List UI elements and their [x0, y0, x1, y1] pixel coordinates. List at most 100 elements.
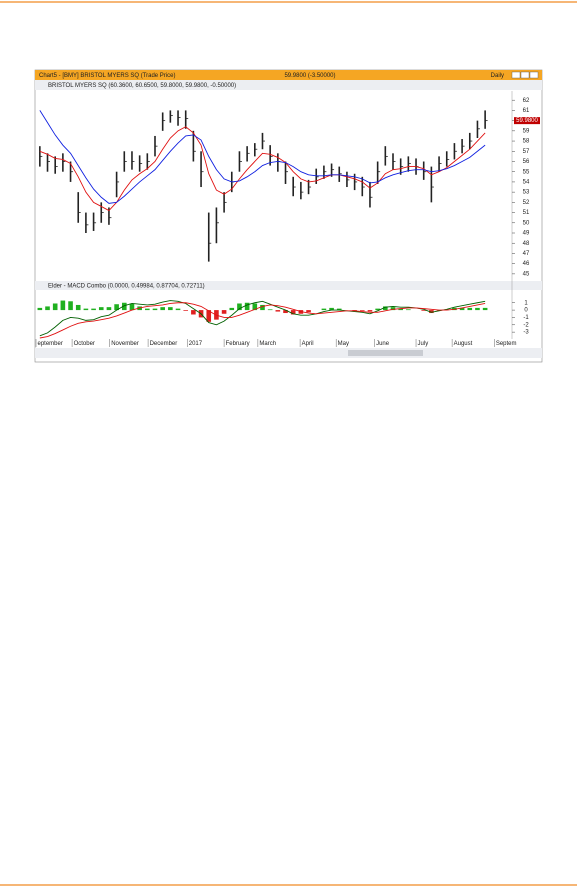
price-header — [35, 80, 542, 90]
histogram-bar — [114, 304, 119, 311]
histogram-bar — [406, 309, 411, 311]
x-tick-label: August — [454, 341, 473, 347]
price-panel-title: BRISTOL MYERS SQ (60.3600, 60.6500, 59.8… — [48, 83, 236, 89]
histogram-bar — [267, 309, 273, 311]
histogram-bar — [429, 310, 434, 314]
y-tick-label: 48 — [523, 241, 530, 247]
y-tick-label: 1 — [524, 300, 528, 306]
histogram-bar — [283, 310, 288, 314]
histogram-bar — [290, 310, 296, 315]
histogram-bar — [260, 304, 265, 311]
histogram-bar — [398, 308, 403, 311]
y-tick-label: 0 — [524, 308, 528, 314]
x-tick-label: February — [226, 341, 250, 347]
x-tick-label: October — [74, 341, 95, 347]
histogram-bar — [37, 307, 43, 311]
y-tick-label: 56 — [523, 159, 530, 165]
x-tick-label: July — [418, 341, 429, 347]
histogram-bar — [275, 310, 281, 312]
x-tick-label: June — [376, 341, 390, 347]
y-tick-label: 61 — [523, 108, 530, 114]
histogram-bar — [375, 308, 380, 311]
y-tick-label: 45 — [523, 271, 530, 277]
last-price-box — [514, 117, 540, 125]
histogram-bar — [75, 304, 81, 311]
y-tick-label: 55 — [523, 169, 530, 175]
minimize-button[interactable] — [511, 71, 521, 79]
histogram-bar — [359, 310, 365, 311]
histogram-bar — [221, 310, 227, 314]
close-button[interactable] — [529, 71, 539, 79]
line — [39, 110, 486, 204]
histogram-bar — [329, 307, 334, 311]
histogram-bar — [191, 310, 196, 315]
histogram-bar — [52, 303, 58, 311]
x-tick-label: eptember — [38, 341, 63, 347]
histogram-bar — [183, 310, 189, 311]
histogram-bar — [421, 310, 427, 311]
y-tick-label: 58 — [523, 139, 530, 145]
y-tick-label: 52 — [523, 200, 530, 206]
histogram-bar — [98, 307, 104, 311]
histogram-bar — [206, 310, 212, 322]
y-tick-label: 50 — [523, 220, 530, 226]
window-price: 59.9800 (-3.50000) — [284, 73, 335, 79]
title-bar — [35, 70, 542, 80]
histogram-bar — [168, 307, 173, 311]
x-tick-label: March — [259, 341, 276, 347]
histogram-bar — [60, 300, 66, 311]
y-tick-label: 62 — [523, 98, 530, 104]
y-tick-label: 46 — [523, 261, 530, 267]
y-tick-label: 57 — [523, 149, 530, 155]
histogram-bar — [390, 307, 396, 311]
histogram-bar — [129, 303, 135, 311]
histogram-bar — [237, 303, 242, 311]
histogram-bar — [160, 307, 165, 311]
histogram-bar — [175, 308, 181, 311]
histogram-bar — [383, 306, 388, 311]
histogram-bar — [152, 308, 158, 311]
y-tick-label: 47 — [523, 251, 530, 257]
histogram-bar — [244, 302, 250, 311]
y-tick-label: 54 — [523, 180, 530, 186]
y-tick-label: -1 — [523, 315, 529, 321]
histogram-bar — [229, 307, 235, 311]
histogram-bar — [68, 301, 73, 311]
histogram-bar — [321, 308, 327, 311]
y-tick-label: -2 — [523, 322, 529, 328]
x-tick-label: April — [302, 341, 314, 347]
y-tick-label: 51 — [523, 210, 530, 216]
maximize-button[interactable] — [520, 71, 530, 79]
y-tick-label: 59 — [523, 128, 530, 134]
histogram-bar — [121, 302, 127, 311]
histogram-bar — [106, 307, 112, 311]
histogram-bar — [306, 310, 311, 313]
histogram-bar — [367, 310, 373, 312]
histogram-bar — [482, 307, 488, 311]
histogram-bar — [45, 306, 50, 311]
line — [39, 300, 486, 337]
histogram-bar — [145, 308, 150, 311]
histogram-bar — [459, 307, 465, 311]
window-title: Chart5 - [BMY] BRISTOL MYERS SQ (Trade P… — [39, 73, 175, 79]
x-tick-label: Septem — [496, 341, 517, 347]
x-tick-label: May — [338, 341, 349, 347]
histogram-bar — [467, 307, 473, 311]
window-frame — [34, 69, 543, 363]
y-tick-label: -3 — [523, 330, 529, 336]
line — [39, 302, 486, 339]
x-tick-label: December — [150, 341, 178, 347]
histogram-bar — [475, 307, 480, 311]
x-tick-label: 2017 — [189, 341, 203, 347]
histogram-bar — [83, 308, 89, 311]
histogram-bar — [91, 308, 96, 311]
screenshot: Chart5 - [BMY] BRISTOL MYERS SQ (Trade P… — [34, 69, 543, 363]
scrollbar[interactable] — [35, 348, 542, 358]
scroll-thumb[interactable] — [348, 350, 423, 356]
x-tick-label: November — [111, 341, 139, 347]
histogram-bar — [336, 308, 342, 311]
y-tick-label: 53 — [523, 190, 530, 196]
macd-header — [35, 281, 542, 290]
